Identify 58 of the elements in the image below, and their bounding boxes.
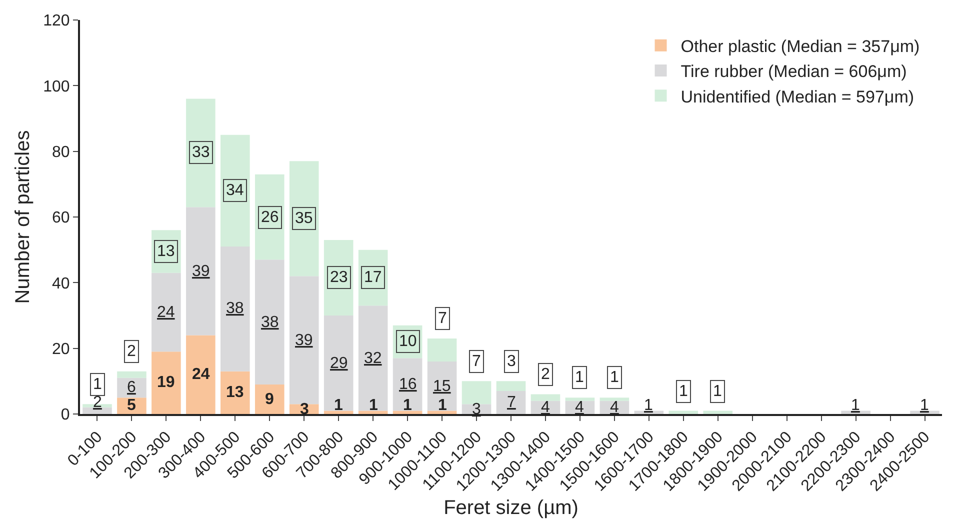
y-tick-label: 60 — [52, 210, 70, 227]
data-label: 19 — [157, 374, 175, 391]
y-tick-label: 20 — [52, 340, 70, 358]
data-label: 35 — [295, 210, 313, 227]
data-label: 1 — [713, 383, 722, 400]
data-label: 1 — [644, 397, 653, 414]
data-label: 1 — [575, 369, 584, 386]
data-label: 1 — [403, 397, 412, 414]
legend-label: Tire rubber (Median = 606μm) — [680, 62, 907, 82]
legend-label: Other plastic (Median = 357μm) — [680, 37, 920, 56]
data-label: 1 — [438, 397, 447, 414]
data-label: 3 — [300, 401, 309, 418]
y-axis-title: Number of particles — [12, 130, 34, 304]
y-tick-label: 40 — [52, 275, 70, 292]
data-label: 6 — [127, 379, 136, 396]
data-label: 13 — [157, 243, 175, 260]
data-label: 7 — [472, 353, 481, 370]
data-label: 7 — [507, 394, 516, 411]
data-label: 2 — [93, 394, 102, 411]
data-label: 3 — [507, 353, 516, 370]
data-label: 33 — [192, 144, 210, 161]
legend-label: Unidentified (Median = 597μm) — [680, 87, 914, 106]
data-label: 1 — [334, 397, 343, 414]
data-label: 4 — [541, 399, 550, 416]
data-label: 32 — [364, 350, 382, 367]
data-label: 1 — [679, 383, 688, 400]
data-label: 39 — [295, 332, 313, 349]
data-label: 7 — [438, 310, 447, 327]
data-label: 29 — [330, 355, 348, 372]
data-label: 1 — [851, 397, 860, 414]
data-label: 1 — [610, 369, 619, 386]
data-label: 17 — [364, 269, 382, 286]
data-label: 1 — [920, 397, 929, 414]
data-label: 10 — [399, 333, 417, 350]
data-label: 34 — [226, 182, 244, 199]
data-label: 38 — [261, 314, 279, 331]
data-label: 1 — [93, 376, 102, 393]
data-label: 9 — [265, 391, 274, 408]
data-label: 2 — [127, 343, 136, 360]
y-tick-label: 80 — [52, 144, 70, 161]
data-label: 23 — [330, 269, 348, 286]
data-label: 26 — [261, 209, 279, 226]
x-axis-title: Feret size (µm) — [444, 496, 578, 519]
y-tick-label: 120 — [43, 12, 70, 30]
data-label: 15 — [433, 378, 451, 395]
data-label: 4 — [575, 399, 584, 416]
data-label: 24 — [157, 304, 175, 321]
data-label: 5 — [127, 397, 136, 414]
data-label: 4 — [610, 399, 619, 416]
data-label: 16 — [399, 376, 417, 393]
y-tick-label: 100 — [43, 78, 70, 96]
data-label: 2 — [541, 366, 550, 383]
data-label: 39 — [192, 263, 210, 280]
data-label: 1 — [369, 397, 378, 414]
data-label: 13 — [226, 384, 244, 401]
data-label: 24 — [192, 366, 210, 383]
y-tick-label: 0 — [60, 406, 70, 424]
data-label: 38 — [226, 300, 244, 317]
